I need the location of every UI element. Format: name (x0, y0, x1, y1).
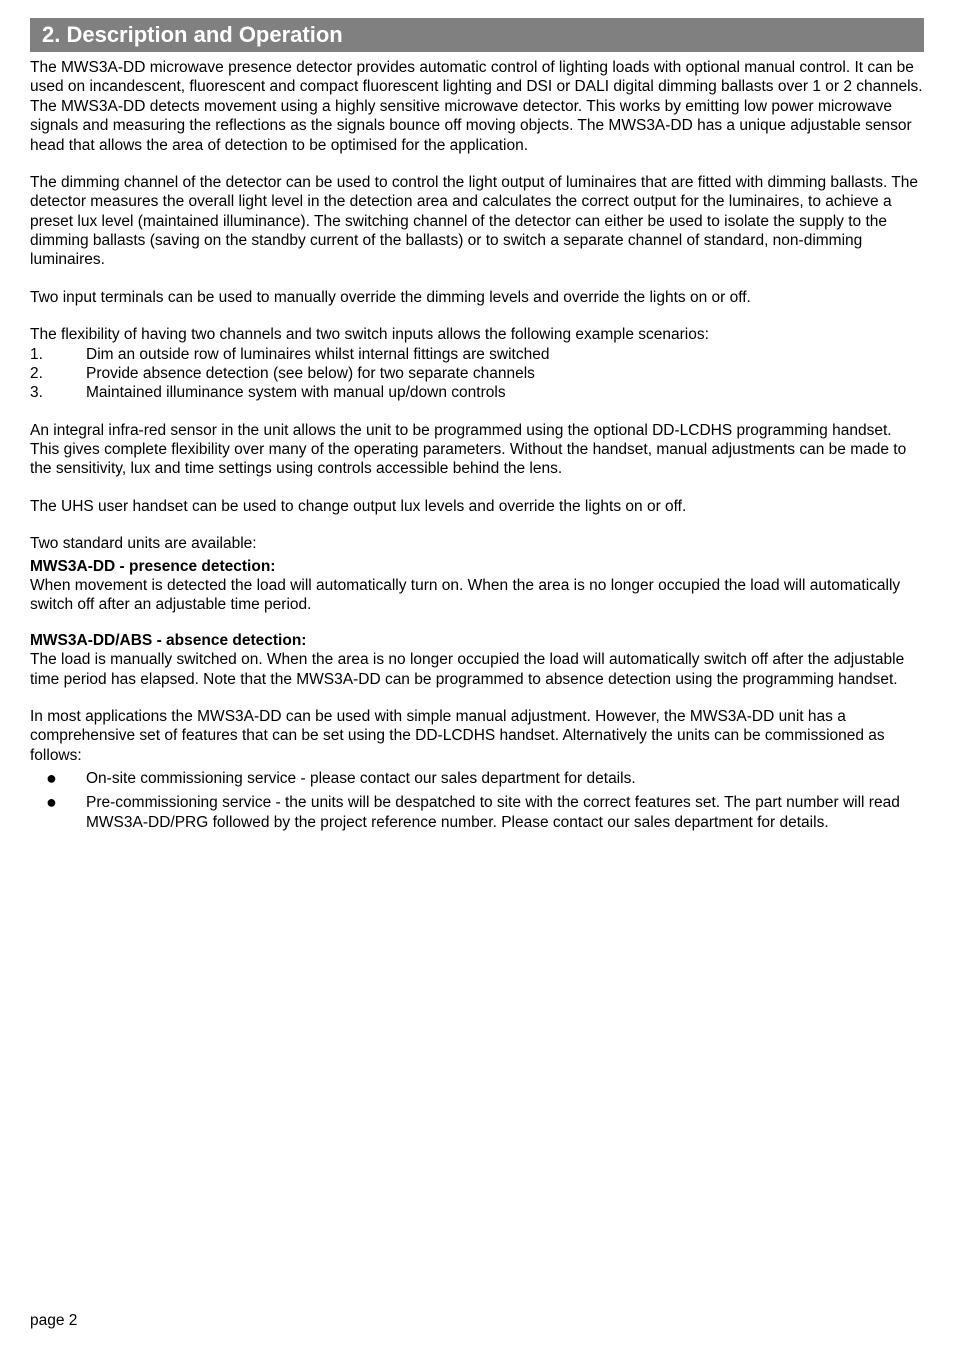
bullet-icon: ● (30, 769, 86, 789)
paragraph-absence: The load is manually switched on. When t… (30, 650, 924, 689)
paragraph-apps: In most applications the MWS3A-DD can be… (30, 707, 924, 765)
list-text: Maintained illuminance system with manua… (86, 383, 506, 402)
bullet-list: ● On-site commissioning service - please… (30, 769, 924, 833)
list-number: 3. (30, 383, 86, 402)
list-item: 1. Dim an outside row of luminaires whil… (30, 345, 924, 364)
paragraph-flexibility-lead: The flexibility of having two channels a… (30, 325, 924, 344)
paragraph-two-inputs: Two input terminals can be used to manua… (30, 288, 924, 307)
list-number: 2. (30, 364, 86, 383)
paragraph-intro: The MWS3A-DD microwave presence detector… (30, 58, 924, 155)
paragraph-integral-ir: An integral infra-red sensor in the unit… (30, 421, 924, 479)
list-item: 3. Maintained illuminance system with ma… (30, 383, 924, 402)
paragraph-two-units: Two standard units are available: (30, 534, 924, 553)
list-text: On-site commissioning service - please c… (86, 769, 636, 789)
paragraph-uhs: The UHS user handset can be used to chan… (30, 497, 924, 516)
list-text: Dim an outside row of luminaires whilst … (86, 345, 549, 364)
section-header: 2. Description and Operation (30, 18, 924, 52)
bullet-icon: ● (30, 793, 86, 833)
numbered-list: 1. Dim an outside row of luminaires whil… (30, 345, 924, 403)
paragraph-presence: When movement is detected the load will … (30, 576, 924, 615)
list-text: Provide absence detection (see below) fo… (86, 364, 535, 383)
paragraph-dimming: The dimming channel of the detector can … (30, 173, 924, 270)
list-item: ● Pre-commissioning service - the units … (30, 793, 924, 833)
subhead-absence: MWS3A-DD/ABS - absence detection: (30, 632, 924, 650)
list-number: 1. (30, 345, 86, 364)
list-item: ● On-site commissioning service - please… (30, 769, 924, 789)
list-text: Pre-commissioning service - the units wi… (86, 793, 924, 833)
subhead-presence: MWS3A-DD - presence detection: (30, 558, 924, 576)
list-item: 2. Provide absence detection (see below)… (30, 364, 924, 383)
page-number: page 2 (30, 1312, 77, 1330)
